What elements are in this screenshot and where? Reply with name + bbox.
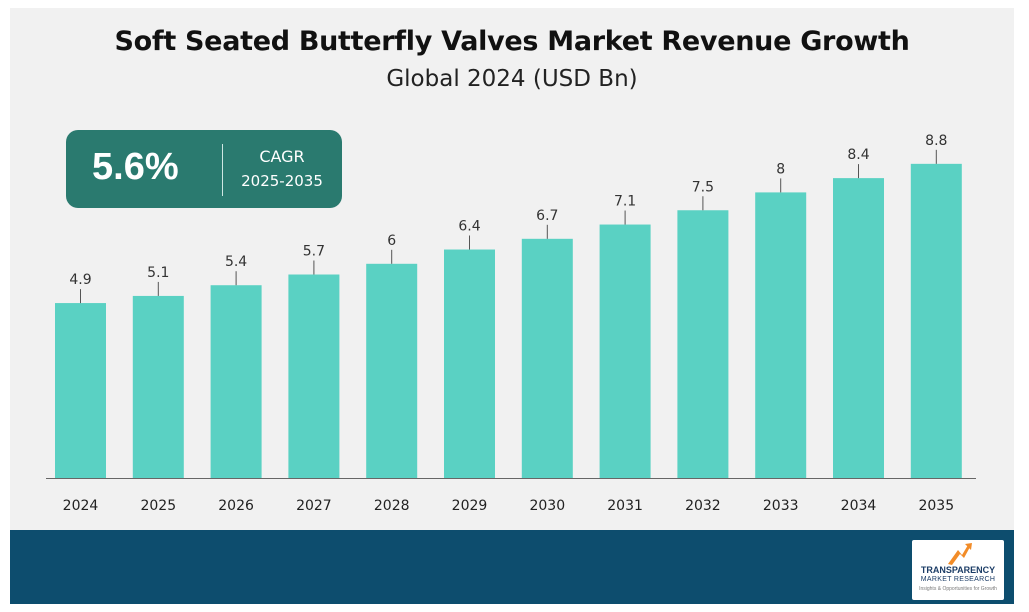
x-tick-label-2026: 2026 xyxy=(218,498,254,514)
bar-2032 xyxy=(677,210,729,478)
x-tick-label-2028: 2028 xyxy=(374,498,410,514)
data-label-2031: 7.1 xyxy=(614,194,636,210)
data-label-2030: 6.7 xyxy=(536,208,558,224)
chart-title: Soft Seated Butterfly Valves Market Reve… xyxy=(114,26,910,57)
footer-band: TRANSPARENCY MARKET RESEARCH Insights & … xyxy=(10,530,1014,604)
bar-2031 xyxy=(599,224,651,478)
cagr-badge: 5.6% CAGR 2025-2035 xyxy=(66,130,342,208)
bar-2026 xyxy=(210,285,262,478)
data-label-2028: 6 xyxy=(387,233,396,249)
x-tick-label-2030: 2030 xyxy=(529,498,565,514)
x-tick-label-2032: 2032 xyxy=(685,498,721,514)
cagr-label: CAGR xyxy=(259,147,305,166)
bar-2035 xyxy=(910,163,962,478)
bar-2027 xyxy=(288,274,340,478)
logo-tagline: Insights & Opportunities for Growth xyxy=(919,586,997,592)
data-label-2026: 5.4 xyxy=(225,254,247,270)
x-tick-label-2033: 2033 xyxy=(763,498,799,514)
bar-chart: 4.9 2024 5.1 2025 5.4 2026 5.7 2027 6 2028 6.4 2029… xyxy=(46,133,976,514)
data-label-2033: 8 xyxy=(776,161,785,177)
logo-text-main: TRANSPARENCY xyxy=(920,565,996,575)
x-tick-label-2025: 2025 xyxy=(140,498,176,514)
x-tick-label-2029: 2029 xyxy=(452,498,488,514)
x-tick-label-2034: 2034 xyxy=(841,498,877,514)
bar-2033 xyxy=(755,192,807,478)
company-logo: TRANSPARENCY MARKET RESEARCH Insights & … xyxy=(912,540,1004,600)
x-tick-label-2024: 2024 xyxy=(63,498,99,514)
data-label-2024: 4.9 xyxy=(69,272,91,288)
logo-arrow-icon xyxy=(948,543,972,565)
data-label-2035: 8.8 xyxy=(925,133,947,149)
bar-2029 xyxy=(444,249,495,478)
cagr-period: 2025-2035 xyxy=(241,172,323,190)
bar-2034 xyxy=(833,178,884,478)
x-tick-label-2027: 2027 xyxy=(296,498,332,514)
logo-text-sub: MARKET RESEARCH xyxy=(920,576,996,583)
bar-2030 xyxy=(521,238,573,478)
x-tick-label-2035: 2035 xyxy=(918,498,954,514)
cagr-divider xyxy=(222,144,223,196)
data-label-2032: 7.5 xyxy=(692,179,714,195)
data-label-2025: 5.1 xyxy=(147,265,169,281)
data-label-2027: 5.7 xyxy=(303,244,325,260)
chart-frame: Soft Seated Butterfly Valves Market Reve… xyxy=(10,8,1014,604)
cagr-value: 5.6% xyxy=(92,146,179,188)
data-label-2029: 6.4 xyxy=(458,219,480,235)
data-label-2034: 8.4 xyxy=(847,147,869,163)
bar-2025 xyxy=(132,295,184,478)
bar-2024 xyxy=(55,303,106,478)
chart-subtitle: Global 2024 (USD Bn) xyxy=(386,66,638,92)
x-tick-label-2031: 2031 xyxy=(607,498,643,514)
bar-2028 xyxy=(366,263,418,478)
